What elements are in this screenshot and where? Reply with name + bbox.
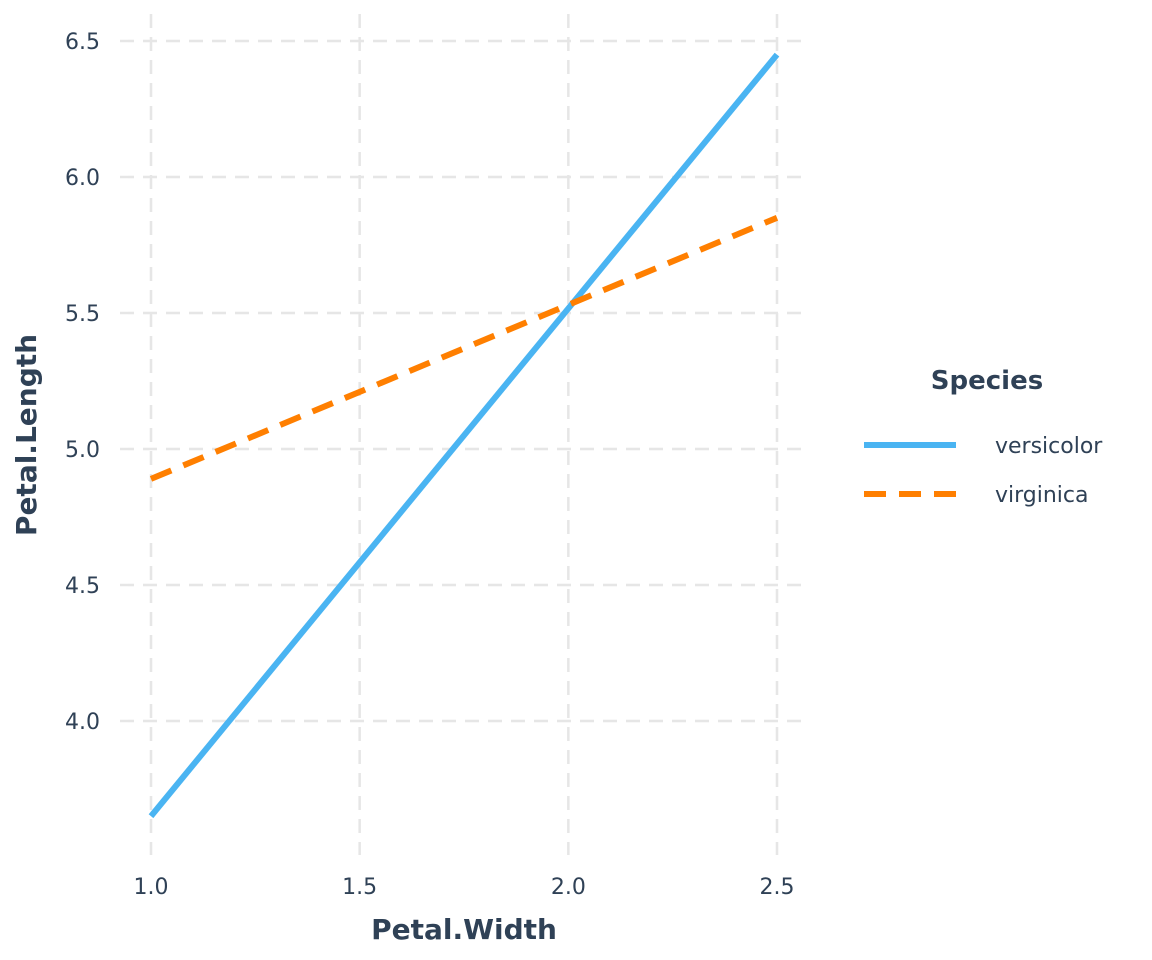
series-line-virginica (149, 215, 779, 482)
y-tick-label: 4.0 (65, 710, 100, 735)
y-tick-label: 5.0 (65, 438, 100, 463)
x-tick-label: 2.0 (551, 875, 586, 900)
x-tick-label: 1.5 (342, 875, 377, 900)
y-tick-label: 6.0 (65, 166, 100, 191)
legend: Species versicolor virginica (864, 366, 1103, 508)
x-tick-label: 2.5 (760, 875, 795, 900)
legend-title: Species (931, 366, 1043, 396)
x-axis-title: Petal.Width (371, 913, 557, 946)
y-axis-ticks: 4.0 4.5 5.0 5.5 6.0 6.5 (65, 30, 100, 735)
y-tick-label: 6.5 (65, 30, 100, 55)
y-axis-title: Petal.Length (10, 334, 43, 536)
legend-label-virginica: virginica (995, 483, 1089, 508)
series-lines (148, 52, 780, 819)
legend-items: versicolor virginica (864, 434, 1103, 508)
y-tick-label: 4.5 (65, 574, 100, 599)
series-line-versicolor (148, 52, 780, 819)
y-tick-label: 5.5 (65, 302, 100, 327)
x-tick-label: 1.0 (134, 875, 169, 900)
legend-label-versicolor: versicolor (995, 434, 1103, 459)
x-axis-ticks: 1.0 1.5 2.0 2.5 (134, 875, 795, 900)
grid (120, 14, 808, 855)
